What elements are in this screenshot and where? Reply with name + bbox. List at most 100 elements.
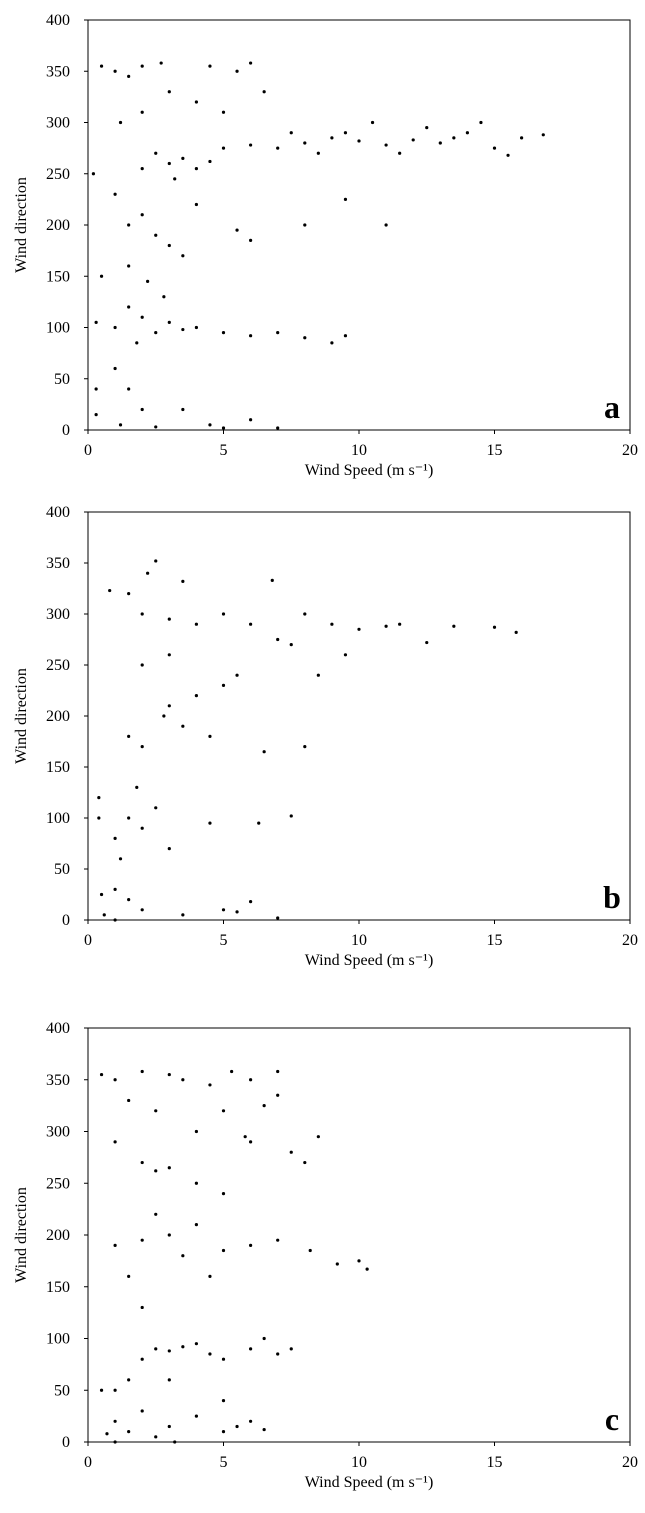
scatter-point — [167, 617, 171, 621]
x-tick-label: 5 — [220, 932, 228, 949]
scatter-point — [108, 588, 112, 593]
scatter-point — [194, 622, 198, 626]
scatter-point — [154, 1435, 158, 1439]
scatter-point — [303, 1160, 307, 1165]
scatter-point — [357, 627, 361, 631]
x-axis-label: Wind Speed (m s⁻¹) — [305, 952, 434, 969]
scatter-point — [370, 120, 375, 125]
y-tick-label: 400 — [46, 12, 70, 29]
scatter-point — [365, 1267, 369, 1271]
scatter-point — [249, 900, 253, 904]
y-tick-label: 100 — [46, 1331, 70, 1348]
scatter-point — [140, 1305, 144, 1310]
scatter-point — [208, 1352, 212, 1356]
scatter-point — [249, 1419, 253, 1423]
scatter-point — [384, 223, 388, 227]
scatter-point — [208, 1083, 212, 1087]
y-tick-label: 300 — [46, 1124, 70, 1141]
scatter-point — [243, 1135, 247, 1139]
scatter-point — [167, 1378, 171, 1382]
scatter-point — [384, 143, 388, 147]
scatter-point — [276, 1238, 280, 1242]
scatter-point — [330, 622, 334, 626]
scatter-point — [221, 1399, 226, 1403]
scatter-point — [357, 1259, 361, 1263]
scatter-point — [118, 423, 123, 427]
scatter-point — [105, 1432, 109, 1436]
plot-frame — [87, 19, 631, 431]
scatter-point — [154, 1109, 158, 1113]
scatter-point — [140, 167, 144, 171]
scatter-point — [167, 90, 171, 94]
scatter-point — [127, 1098, 131, 1103]
scatter-point — [357, 139, 361, 143]
scatter-point — [140, 663, 144, 667]
scatter-point — [249, 622, 253, 626]
scatter-point — [235, 228, 239, 232]
x-tick-label: 0 — [84, 442, 92, 459]
scatter-point — [167, 1233, 171, 1237]
scatter-point — [154, 559, 158, 563]
y-tick-label: 250 — [46, 166, 70, 183]
scatter-point — [167, 1072, 171, 1077]
y-tick-label: 100 — [46, 320, 70, 337]
scatter-point — [167, 1349, 171, 1353]
scatter-point — [289, 1347, 293, 1351]
scatter-point — [127, 816, 131, 820]
scatter-point — [167, 161, 171, 166]
scatter-point — [262, 1336, 266, 1341]
scatter-point — [465, 131, 469, 135]
plot-frame — [87, 511, 631, 921]
scatter-point — [194, 1181, 198, 1185]
scatter-point — [135, 785, 139, 790]
scatter-point — [167, 653, 171, 657]
scatter-point — [102, 913, 106, 917]
scatter-point — [249, 1347, 253, 1351]
scatter-point — [384, 624, 388, 628]
y-tick-label: 250 — [46, 1175, 70, 1192]
scatter-point — [330, 136, 334, 140]
scatter-point — [514, 630, 518, 634]
scatter-point — [221, 1430, 226, 1434]
scatter-point — [208, 159, 212, 164]
x-tick-label: 20 — [622, 442, 638, 459]
scatter-point — [235, 1424, 239, 1429]
scatter-point — [276, 426, 280, 430]
scatter-point — [113, 325, 117, 330]
x-tick-label: 20 — [622, 1454, 638, 1471]
scatter-point — [249, 1243, 253, 1247]
y-axis-label: Wind direction — [13, 177, 30, 273]
scatter-point — [94, 387, 98, 391]
y-tick-label: 50 — [54, 861, 70, 878]
scatter-point — [135, 341, 139, 345]
scatter-point — [303, 336, 307, 340]
scatter-point — [452, 624, 456, 628]
scatter-point — [194, 1414, 198, 1418]
scatter-point — [181, 254, 185, 258]
y-tick-label: 300 — [46, 606, 70, 623]
scatter-point — [127, 1274, 131, 1278]
scatter-point — [99, 274, 104, 278]
scatter-point — [194, 694, 198, 698]
scatter-point — [438, 141, 442, 145]
scatter-point — [140, 1357, 144, 1361]
scatter-point — [97, 816, 101, 820]
y-tick-label: 200 — [46, 1227, 70, 1244]
scatter-point — [118, 857, 123, 861]
scatter-point — [118, 120, 123, 125]
scatter-point — [140, 745, 144, 749]
scatter-point — [140, 1069, 144, 1074]
scatter-point — [276, 331, 280, 335]
scatter-point — [343, 334, 348, 338]
scatter-point — [221, 1109, 226, 1113]
scatter-point — [167, 320, 171, 324]
scatter-point — [249, 61, 253, 65]
scatter-point — [520, 136, 524, 140]
x-tick-label: 15 — [487, 1454, 503, 1471]
scatter-point — [140, 64, 144, 68]
scatter-point — [127, 264, 131, 268]
scatter-point — [181, 1254, 185, 1258]
scatter-point — [343, 653, 348, 657]
y-tick-label: 400 — [46, 504, 70, 521]
